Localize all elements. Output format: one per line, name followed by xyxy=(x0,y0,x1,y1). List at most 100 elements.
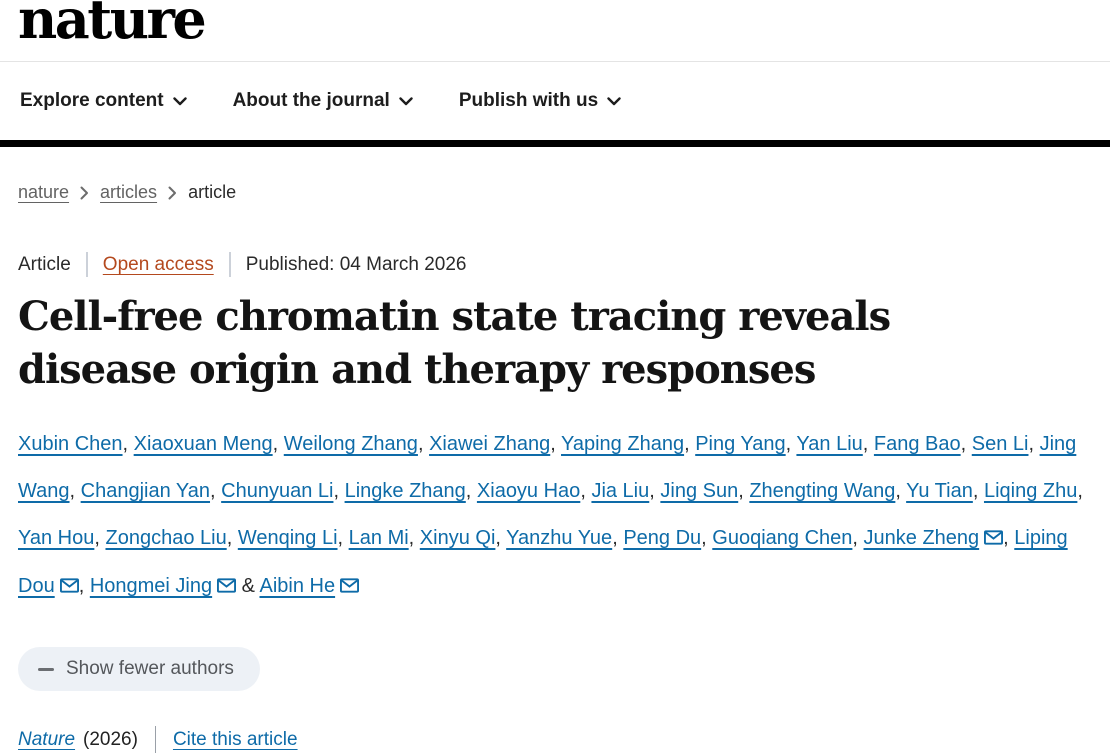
author-link[interactable]: Xiawei Zhang xyxy=(429,433,551,455)
author-separator: , xyxy=(122,433,134,455)
author-link[interactable]: Ping Yang xyxy=(695,433,786,455)
citation-separator xyxy=(154,726,156,753)
chevron-down-icon xyxy=(172,96,187,106)
author-link[interactable]: Yu Tian xyxy=(906,480,973,502)
author-link[interactable]: Changjian Yan xyxy=(80,480,211,502)
author-link[interactable]: Liping Dou xyxy=(18,527,1068,597)
author-separator: , xyxy=(972,480,984,502)
article-header: nature articles article Article Open acc… xyxy=(0,182,1110,753)
chevron-down-icon xyxy=(399,96,413,106)
author-link[interactable]: Chunyuan Li xyxy=(221,480,334,502)
author-separator: , xyxy=(612,527,624,549)
author-separator: , xyxy=(495,527,507,549)
author-link[interactable]: Lan Mi xyxy=(348,527,409,549)
citation-row: Nature (2026) Cite this article xyxy=(18,726,1110,753)
meta-separator xyxy=(85,252,88,277)
author-separator: , xyxy=(69,480,81,502)
logo-row: nature xyxy=(0,0,1110,62)
show-fewer-authors-button[interactable]: Show fewer authors xyxy=(18,647,260,691)
chevron-right-icon xyxy=(80,186,89,200)
author-link[interactable]: Jing Wang xyxy=(18,433,1077,502)
nav-publish-with-us-label: Publish with us xyxy=(458,90,599,111)
author-separator: & xyxy=(236,575,260,597)
author-link[interactable]: Jia Liu xyxy=(591,480,650,502)
journal-link[interactable]: Nature xyxy=(18,728,76,750)
author-separator: , xyxy=(210,480,222,502)
author-separator: , xyxy=(1003,527,1015,549)
author-link[interactable]: Hongmei Jing xyxy=(89,575,213,597)
email-icon[interactable] xyxy=(217,576,237,598)
author-link[interactable]: Yaping Zhang xyxy=(561,433,685,455)
author-link[interactable]: Weilong Zhang xyxy=(283,433,418,455)
author-link[interactable]: Yan Liu xyxy=(796,433,863,455)
author-separator: , xyxy=(226,527,238,549)
author-link[interactable]: Lingke Zhang xyxy=(344,480,466,502)
open-access-link[interactable]: Open access xyxy=(102,253,214,275)
author-link[interactable]: Junke Zheng xyxy=(863,527,980,549)
author-separator: , xyxy=(1028,433,1040,455)
article-type-label: Article xyxy=(18,253,71,275)
author-link[interactable]: Aibin He xyxy=(259,575,336,597)
author-separator: , xyxy=(785,433,797,455)
breadcrumb-nature[interactable]: nature xyxy=(18,182,70,202)
article-title: Cell-free chromatin state tracing reveal… xyxy=(18,293,891,393)
author-separator: , xyxy=(333,480,345,502)
author-separator: , xyxy=(738,480,750,502)
author-separator: , xyxy=(852,527,864,549)
author-separator: , xyxy=(649,480,661,502)
author-link[interactable]: Zongchao Liu xyxy=(105,527,227,549)
author-link[interactable]: Peng Du xyxy=(623,527,702,549)
author-link[interactable]: Yan Hou xyxy=(18,527,95,549)
nav-explore-content[interactable]: Explore content xyxy=(20,90,187,112)
nav-about-journal[interactable]: About the journal xyxy=(233,90,413,112)
nav-divider-bar xyxy=(0,140,1110,147)
published-date: Published: 04 March 2026 xyxy=(245,253,467,275)
author-separator: , xyxy=(94,527,106,549)
author-link[interactable]: Xiaoyu Hao xyxy=(476,480,581,502)
author-separator: , xyxy=(337,527,349,549)
author-separator: , xyxy=(417,433,430,455)
author-link[interactable]: Xiaoxuan Meng xyxy=(133,433,273,455)
breadcrumb-article: article xyxy=(188,182,237,202)
author-separator: , xyxy=(580,480,592,502)
nav-publish-with-us[interactable]: Publish with us xyxy=(459,90,621,112)
author-link[interactable]: Zhengting Wang xyxy=(749,480,896,502)
nav-explore-content-label: Explore content xyxy=(20,90,164,111)
meta-separator xyxy=(228,252,231,277)
minus-icon xyxy=(38,667,54,671)
author-link[interactable]: Yanzhu Yue xyxy=(506,527,613,549)
author-link[interactable]: Sen Li xyxy=(971,433,1029,455)
breadcrumb-articles[interactable]: articles xyxy=(100,182,158,202)
author-separator: , xyxy=(960,433,972,455)
author-list: Xubin Chen, Xiaoxuan Meng, Weilong Zhang… xyxy=(18,421,1086,611)
author-separator: , xyxy=(408,527,420,549)
author-link[interactable]: Xinyu Qi xyxy=(419,527,496,549)
email-icon[interactable] xyxy=(984,528,1004,550)
author-separator: , xyxy=(684,433,696,455)
nav-about-journal-label: About the journal xyxy=(232,90,390,111)
breadcrumb: nature articles article xyxy=(18,182,1110,203)
author-link[interactable]: Liqing Zhu xyxy=(983,480,1078,502)
author-link[interactable]: Jing Sun xyxy=(660,480,739,502)
author-link[interactable]: Xubin Chen xyxy=(18,433,123,455)
email-icon[interactable] xyxy=(340,576,360,598)
author-link[interactable]: Wenqing Li xyxy=(237,527,338,549)
site-header: nature Explore content About the journal… xyxy=(0,0,1110,147)
author-separator: , xyxy=(272,433,284,455)
citation-year: (2026) xyxy=(83,728,138,750)
author-separator: , xyxy=(1077,480,1083,502)
author-separator: , xyxy=(78,575,90,597)
cite-this-article-link[interactable]: Cite this article xyxy=(172,728,298,750)
show-fewer-authors-label: Show fewer authors xyxy=(66,658,234,679)
article-meta: Article Open access Published: 04 March … xyxy=(18,252,1110,277)
main-nav: Explore content About the journal Publis… xyxy=(0,62,1110,140)
author-link[interactable]: Fang Bao xyxy=(873,433,961,455)
author-separator: , xyxy=(550,433,562,455)
author-separator: , xyxy=(895,480,907,502)
nature-logo[interactable]: nature xyxy=(18,0,207,51)
email-icon[interactable] xyxy=(59,576,79,598)
chevron-down-icon xyxy=(607,96,621,106)
author-link[interactable]: Guoqiang Chen xyxy=(712,527,853,549)
author-separator: , xyxy=(701,527,713,549)
chevron-right-icon xyxy=(168,186,177,200)
